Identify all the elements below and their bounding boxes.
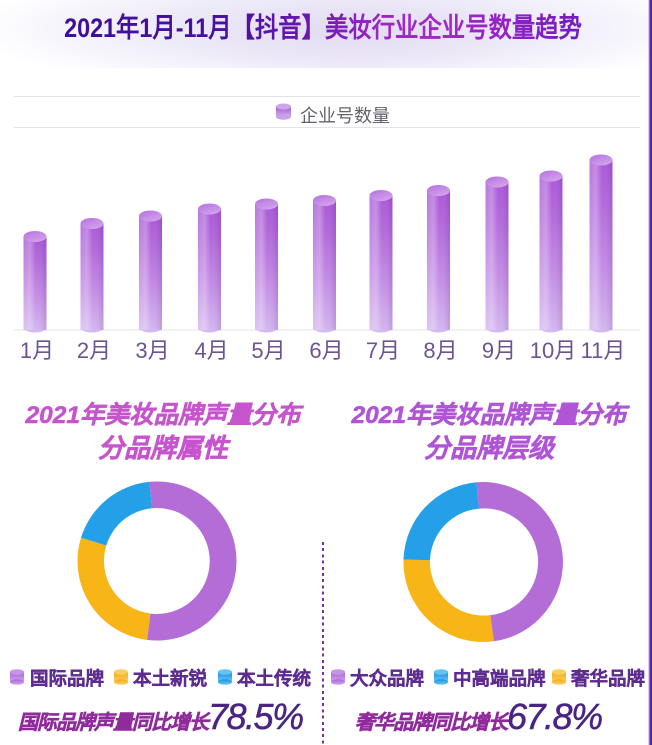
svg-text:10月: 10月 <box>530 338 576 363</box>
svg-text:2月: 2月 <box>77 338 111 363</box>
svg-text:9月: 9月 <box>482 338 516 363</box>
svg-text:4月: 4月 <box>194 338 228 363</box>
svg-text:3月: 3月 <box>135 338 169 363</box>
svg-text:1月: 1月 <box>20 338 54 363</box>
svg-text:8月: 8月 <box>423 338 457 363</box>
svg-text:7月: 7月 <box>366 338 400 363</box>
svg-text:11月: 11月 <box>581 338 626 363</box>
svg-text:6月: 6月 <box>309 338 343 363</box>
svg-text:5月: 5月 <box>251 338 285 363</box>
